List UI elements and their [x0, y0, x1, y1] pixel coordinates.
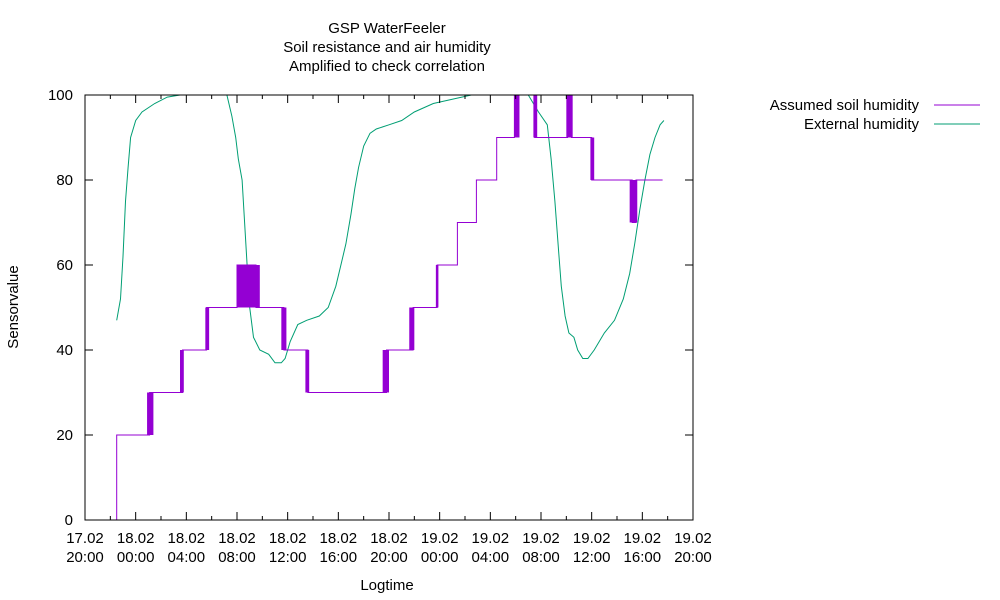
- x-tick-label-time: 20:00: [370, 549, 408, 566]
- x-tick-label-time: 12:00: [269, 549, 307, 566]
- y-axis: 0 20 40 60 80 100: [48, 87, 693, 529]
- x-tick-label-date: 18.02: [117, 530, 155, 547]
- x-tick-label-date: 17.02: [66, 530, 104, 547]
- y-tick-label: 100: [48, 87, 73, 104]
- x-tick-label-date: 19.02: [421, 530, 459, 547]
- x-tick-label-date: 18.02: [320, 530, 358, 547]
- x-tick-label-time: 20:00: [674, 549, 712, 566]
- chart-subtitle-line-1: Soil resistance and air humidity: [283, 39, 491, 56]
- x-tick-label-time: 16:00: [320, 549, 358, 566]
- x-tick-label-date: 18.02: [218, 530, 256, 547]
- y-tick-label: 40: [56, 342, 73, 359]
- soil-noise-band: [629, 180, 638, 223]
- soil-noise-band: [514, 95, 520, 138]
- chart-subtitle-line-2: Amplified to check correlation: [289, 58, 485, 75]
- soil-noise-band: [409, 307, 415, 350]
- x-tick-label-date: 18.02: [370, 530, 408, 547]
- external-humidity-line: [116, 94, 665, 364]
- x-tick-label-date: 19.02: [674, 530, 712, 547]
- series-external-humidity: [116, 94, 665, 364]
- soil-noise-band: [590, 137, 595, 180]
- chart-title-line: GSP WaterFeeler: [328, 20, 446, 37]
- y-tick-label: 60: [56, 257, 73, 274]
- chart-title: GSP WaterFeeler Soil resistance and air …: [283, 20, 491, 75]
- x-tick-label-time: 16:00: [624, 549, 662, 566]
- x-tick-label-time: 00:00: [117, 549, 155, 566]
- x-axis-label: Logtime: [360, 577, 413, 594]
- y-tick-label: 20: [56, 427, 73, 444]
- soil-noise-band: [566, 95, 573, 138]
- soil-noise-band: [382, 350, 389, 393]
- x-tick-label-date: 18.02: [168, 530, 206, 547]
- x-tick-label-time: 12:00: [573, 549, 611, 566]
- plot-frame: [84, 94, 694, 521]
- soil-humidity-line: [116, 94, 663, 520]
- soil-noise-band: [205, 307, 210, 350]
- soil-noise-band: [180, 350, 184, 393]
- legend-label-soil: Assumed soil humidity: [770, 97, 920, 114]
- x-tick-label-date: 19.02: [472, 530, 510, 547]
- x-tick-label-date: 19.02: [624, 530, 662, 547]
- legend-entry-external: External humidity: [804, 116, 980, 133]
- series-assumed-soil-humidity: [116, 94, 663, 520]
- x-axis: 17.02 20:00 18.02 00:00 18.02 04:00 18.02 08:00…: [66, 95, 712, 566]
- y-tick-label: 0: [65, 512, 73, 529]
- x-tick-label-time: 08:00: [522, 549, 560, 566]
- x-tick-label-time: 04:00: [168, 549, 206, 566]
- x-tick-label-date: 19.02: [573, 530, 611, 547]
- x-tick-label-time: 04:00: [472, 549, 510, 566]
- x-tick-label-time: 08:00: [218, 549, 256, 566]
- legend-label-external: External humidity: [804, 116, 920, 133]
- y-tick-label: 80: [56, 172, 73, 189]
- x-tick-label-date: 19.02: [522, 530, 560, 547]
- x-tick-label-time: 20:00: [66, 549, 104, 566]
- soil-noise-band: [147, 392, 154, 435]
- soil-noise-band: [533, 95, 538, 138]
- legend-entry-soil: Assumed soil humidity: [770, 97, 980, 114]
- x-tick-label-date: 18.02: [269, 530, 307, 547]
- series-layer: [116, 94, 665, 520]
- legend: Assumed soil humidity External humidity: [770, 97, 980, 133]
- x-tick-label-time: 00:00: [421, 549, 459, 566]
- soil-noise-band: [305, 350, 310, 393]
- soil-noise-band: [237, 265, 260, 308]
- y-axis-label: Sensorvalue: [5, 265, 22, 348]
